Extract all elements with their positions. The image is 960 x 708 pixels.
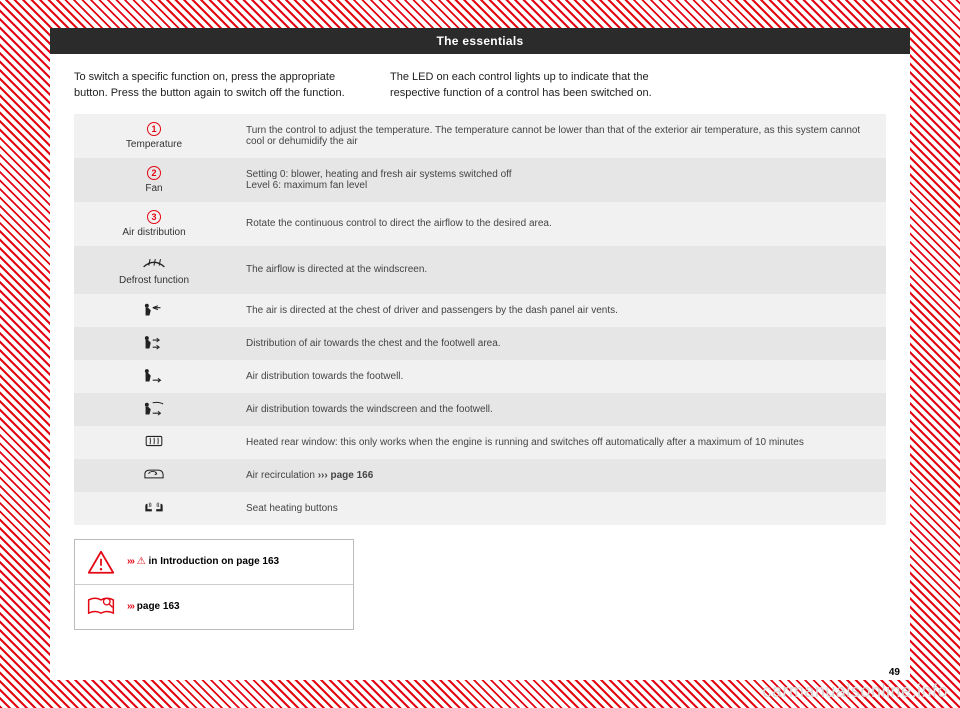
warning-triangle-icon: [87, 550, 115, 574]
control-desc: Heated rear window: this only works when…: [234, 426, 886, 459]
intro-text: To switch a specific function on, press …: [50, 54, 910, 114]
control-desc: Air distribution towards the windscreen …: [234, 393, 886, 426]
control-desc: Seat heating buttons: [234, 492, 886, 525]
table-row: Distribution of air towards the chest an…: [74, 327, 886, 360]
control-desc: Air recirculation ››› page 166: [234, 459, 886, 492]
table-row: The air is directed at the chest of driv…: [74, 294, 886, 327]
control-desc: The airflow is directed at the windscree…: [234, 246, 886, 294]
defrost-icon: [141, 264, 167, 275]
control-number: 2: [147, 166, 161, 180]
control-desc: Air distribution towards the footwell.: [234, 360, 886, 393]
control-desc: Rotate the continuous control to direct …: [234, 202, 886, 246]
table-row: Air recirculation ››› page 166: [74, 459, 886, 492]
ref-text: ››› ⚠ in Introduction on page 163: [127, 556, 279, 567]
reference-box: ››› ⚠ in Introduction on page 163 ››› pa…: [74, 539, 354, 630]
intro-col-2: The LED on each control lights up to ind…: [390, 70, 670, 102]
table-row: Air distribution towards the windscreen …: [74, 393, 886, 426]
table-row: 2 Fan Setting 0: blower, heating and fre…: [74, 158, 886, 202]
ref-text: ››› page 163: [127, 601, 180, 612]
controls-table: 1 Temperature Turn the control to adjust…: [74, 114, 886, 525]
control-label: Temperature: [86, 139, 222, 150]
control-number: 3: [147, 210, 161, 224]
table-row: Defrost function The airflow is directed…: [74, 246, 886, 294]
control-desc: Distribution of air towards the chest an…: [234, 327, 886, 360]
table-row: 1 Temperature Turn the control to adjust…: [74, 114, 886, 158]
seat-heating-icon: [141, 508, 167, 519]
control-label: Air distribution: [86, 227, 222, 238]
control-label: Fan: [86, 183, 222, 194]
table-row: Seat heating buttons: [74, 492, 886, 525]
ref-row-manual: ››› page 163: [75, 584, 353, 629]
control-desc: Setting 0: blower, heating and fresh air…: [234, 158, 886, 202]
watermark-text: carmanualsonline.info: [762, 681, 948, 702]
section-header: The essentials: [50, 28, 910, 54]
air-recirculation-icon: [141, 475, 167, 486]
page-number: 49: [885, 667, 904, 678]
ref-row-warning: ››› ⚠ in Introduction on page 163: [75, 540, 353, 584]
intro-col-1: To switch a specific function on, press …: [74, 70, 354, 102]
table-row: Air distribution towards the footwell.: [74, 360, 886, 393]
control-label: Defrost function: [86, 275, 222, 286]
control-desc: The air is directed at the chest of driv…: [234, 294, 886, 327]
control-desc: Turn the control to adjust the temperatu…: [234, 114, 886, 158]
air-chest-foot-icon: [141, 343, 167, 354]
control-number: 1: [147, 122, 161, 136]
manual-book-icon: [87, 595, 115, 619]
air-chest-icon: [141, 310, 167, 321]
air-screen-foot-icon: [141, 409, 167, 420]
air-foot-icon: [141, 376, 167, 387]
table-row: Heated rear window: this only works when…: [74, 426, 886, 459]
rear-defrost-icon: [141, 442, 167, 453]
table-row: 3 Air distribution Rotate the continuous…: [74, 202, 886, 246]
